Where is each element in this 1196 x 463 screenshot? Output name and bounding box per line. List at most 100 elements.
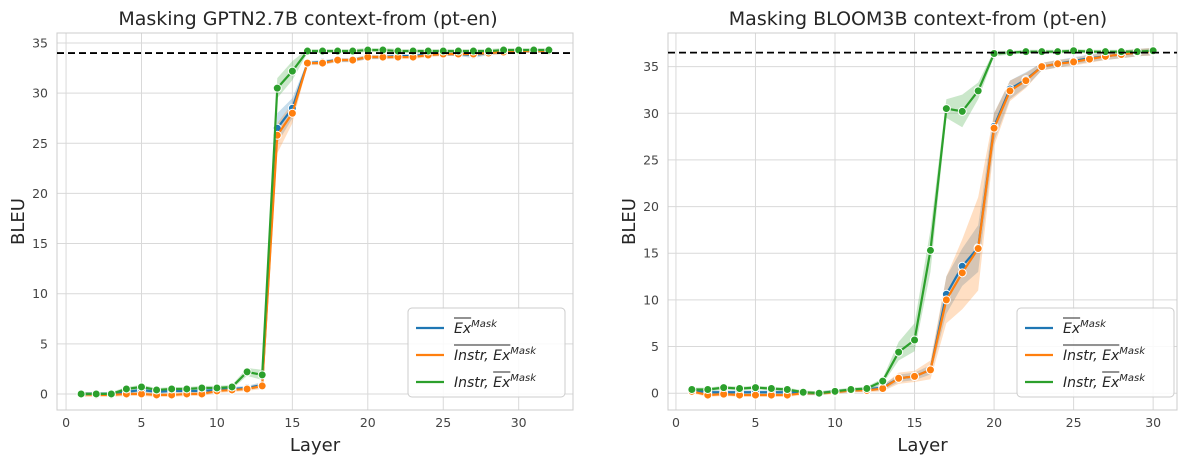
series-2-point	[957, 106, 967, 116]
series-1-point	[302, 58, 312, 68]
series-2-point	[830, 386, 840, 396]
series-2-point	[514, 45, 524, 55]
chart-title: Masking BLOOM3B context-from (pt-en)	[729, 8, 1107, 30]
series-2-point	[212, 383, 222, 393]
series-2-point	[227, 382, 237, 392]
series-2-point	[363, 45, 373, 55]
y-tick-label: 20	[643, 199, 659, 214]
series-2-point	[989, 49, 999, 59]
x-tick-label: 5	[138, 415, 146, 430]
series-2-point	[703, 384, 713, 394]
y-axis-label: BLEU	[619, 198, 640, 245]
series-1-point	[1037, 62, 1047, 72]
series-1-point	[257, 381, 267, 391]
series-1-point	[878, 384, 888, 394]
legend-label-1: Instr, ExMask	[454, 346, 537, 364]
y-tick-label: 35	[643, 59, 659, 74]
plot-frame	[667, 32, 1178, 411]
legend-label-0: ExMask	[1063, 319, 1107, 337]
series-1-point	[750, 390, 760, 400]
y-tick-label: 10	[643, 292, 659, 307]
series-2-point	[925, 245, 935, 255]
series-1-point	[925, 365, 935, 375]
series-2-point	[1100, 47, 1110, 57]
series-2-point	[782, 384, 792, 394]
x-tick-label: 25	[1066, 415, 1082, 430]
series-2-point	[750, 383, 760, 393]
chart-bloom: 0 5 10 15 20 25 30 0 5 10 15 20 25 30 35 Masking BLOOM3…	[619, 8, 1178, 456]
y-tick-label: 25	[32, 136, 48, 151]
series-2-point	[894, 347, 904, 357]
x-tick-label: 10	[209, 415, 225, 430]
series-2-point	[1069, 46, 1079, 56]
y-tick-label: 0	[40, 386, 48, 401]
x-tick-label: 15	[907, 415, 923, 430]
series-2-point	[862, 384, 872, 394]
series-2-point	[941, 104, 951, 114]
x-tick-label: 5	[752, 415, 760, 430]
series-2-point	[544, 45, 554, 55]
series-2-point	[973, 86, 983, 96]
legend-label-1: Instr, ExMask	[1063, 346, 1146, 364]
series-2-point	[106, 389, 116, 399]
series-2-point	[182, 384, 192, 394]
series-1-point	[348, 55, 358, 65]
series-2-point	[152, 385, 162, 395]
series-1-point	[941, 295, 951, 305]
series-2-point	[242, 367, 252, 377]
chart-title: Masking GPTN2.7B context-from (pt-en)	[118, 8, 497, 30]
y-tick-label: 30	[643, 106, 659, 121]
x-tick-label: 20	[360, 415, 376, 430]
legend-box	[1016, 307, 1175, 398]
series-2-point	[735, 384, 745, 394]
series-1-point	[894, 373, 904, 383]
series-1-point	[1021, 76, 1031, 86]
series-2-point	[719, 383, 729, 393]
series-1-point	[910, 371, 920, 381]
series-2-point	[272, 83, 282, 93]
series-2-point	[1037, 47, 1047, 57]
series-1-point	[333, 55, 343, 65]
series-1-point	[1005, 86, 1015, 96]
series-1-point	[242, 384, 252, 394]
legend-box	[407, 307, 566, 398]
y-tick-label: 25	[643, 152, 659, 167]
x-tick-label: 30	[1145, 415, 1161, 430]
series-2-point	[687, 384, 697, 394]
y-tick-label: 5	[651, 339, 659, 354]
series-2-point	[121, 384, 131, 394]
series-1-point	[989, 123, 999, 133]
series-2-point	[378, 45, 388, 55]
series-2-point	[499, 45, 509, 55]
series-2-point	[846, 384, 856, 394]
series-2-point	[1116, 47, 1126, 57]
y-tick-label: 10	[32, 286, 48, 301]
x-tick-label: 20	[986, 415, 1002, 430]
series-1-point	[973, 244, 983, 254]
y-tick-label: 35	[32, 36, 48, 51]
series-2-point	[814, 388, 824, 398]
x-tick-label: 25	[435, 415, 451, 430]
series-2-point	[167, 384, 177, 394]
series-2-point	[287, 66, 297, 76]
series-2-point	[529, 45, 539, 55]
y-tick-label: 30	[32, 86, 48, 101]
series-2-point	[1085, 47, 1095, 57]
x-tick-label: 0	[672, 415, 680, 430]
y-tick-label: 20	[32, 186, 48, 201]
series-1-point	[287, 108, 297, 118]
legend-label-2: Instr, ExMask	[1063, 373, 1146, 391]
series-1-point	[1069, 57, 1079, 67]
y-tick-label: 5	[40, 336, 48, 351]
series-2-point	[1132, 47, 1142, 57]
y-tick-label: 15	[32, 236, 48, 251]
series-2-point	[136, 382, 146, 392]
series-2-point	[1021, 47, 1031, 57]
series-2-point	[798, 387, 808, 397]
legend: ExMask Instr, ExMask Instr, ExMask	[1016, 307, 1175, 398]
series-1-point	[1085, 54, 1095, 64]
series-2-point	[197, 383, 207, 393]
series-2-point	[766, 384, 776, 394]
y-axis-label: BLEU	[8, 198, 29, 245]
